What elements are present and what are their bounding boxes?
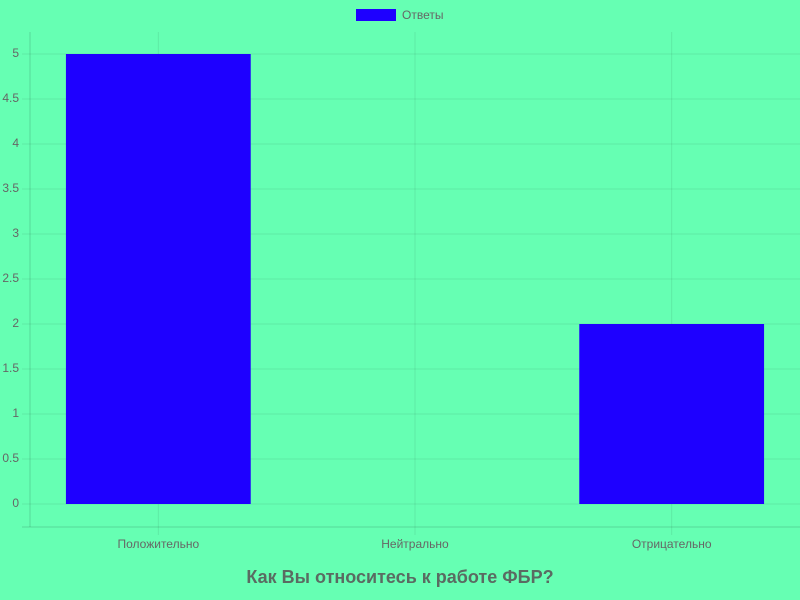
y-tick-label: 1.5 <box>2 361 19 375</box>
y-tick-label: 0.5 <box>2 451 19 465</box>
chart-title: Как Вы относитесь к работе ФБР? <box>246 567 553 587</box>
y-tick-label: 2.5 <box>2 271 19 285</box>
y-tick-label: 2 <box>12 316 19 330</box>
y-tick-label: 3.5 <box>2 181 19 195</box>
bar <box>65 54 251 504</box>
x-tick-label: Нейтрально <box>381 537 449 551</box>
y-tick-label: 4 <box>12 136 19 150</box>
x-tick-label: Положительно <box>118 537 200 551</box>
bar <box>579 324 765 504</box>
legend-label: Ответы <box>402 8 443 22</box>
y-tick-label: 4.5 <box>2 91 19 105</box>
y-tick-label: 1 <box>12 406 19 420</box>
y-tick-label: 0 <box>12 496 19 510</box>
y-tick-label: 5 <box>12 46 19 60</box>
legend-swatch <box>356 9 396 21</box>
x-tick-label: Отрицательно <box>632 537 712 551</box>
y-tick-label: 3 <box>12 226 19 240</box>
